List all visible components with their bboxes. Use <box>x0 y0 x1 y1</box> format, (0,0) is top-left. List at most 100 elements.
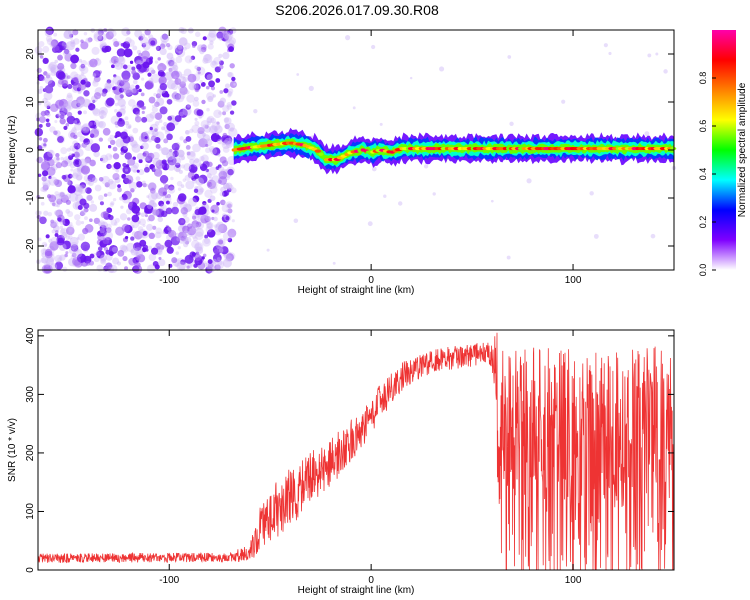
noise-speckle <box>41 252 47 258</box>
noise-speckle <box>44 255 55 265</box>
noise-speckle <box>155 45 162 51</box>
noise-speckle <box>161 147 170 156</box>
noise-speckle <box>194 117 198 121</box>
noise-speckle <box>175 167 181 173</box>
noise-speckle <box>220 199 226 206</box>
noise-speckle <box>42 187 48 193</box>
noise-speckle <box>110 219 117 226</box>
noise-speckle <box>150 40 156 46</box>
noise-speckle <box>77 233 85 241</box>
noise-speckle <box>189 150 196 157</box>
spectrogram-x-tick-label: -100 <box>159 275 179 286</box>
noise-speckle <box>107 191 112 197</box>
noise-speckle <box>85 37 92 44</box>
noise-speckle <box>222 200 226 205</box>
noise-speckle <box>42 137 48 143</box>
noise-speckle <box>218 60 224 66</box>
noise-speckle <box>128 257 137 266</box>
noise-speckle <box>112 257 120 265</box>
noise-speckle <box>159 244 163 248</box>
noise-speckle <box>148 253 157 261</box>
noise-speckle <box>168 184 175 191</box>
noise-speckle <box>131 66 136 71</box>
noise-speckle <box>81 124 91 134</box>
noise-speckle <box>67 173 73 179</box>
noise-speckle <box>138 88 142 93</box>
noise-speckle <box>227 237 233 243</box>
noise-speckle <box>73 142 81 150</box>
noise-speckle <box>166 52 174 60</box>
noise-speckle <box>224 123 230 130</box>
noise-speckle <box>102 237 110 245</box>
noise-speckle <box>92 70 101 78</box>
noise-speckle <box>124 236 129 240</box>
noise-speckle <box>114 102 119 107</box>
noise-speckle <box>178 108 188 118</box>
noise-speckle <box>135 176 141 181</box>
noise-speckle <box>149 126 153 131</box>
noise-speckle <box>178 264 186 271</box>
noise-speckle <box>71 252 77 258</box>
noise-speckle <box>114 109 118 113</box>
noise-speckle <box>183 238 190 245</box>
noise-speckle <box>53 32 58 37</box>
noise-speckle <box>203 53 213 64</box>
noise-speckle <box>148 77 154 83</box>
noise-speckle <box>227 91 233 96</box>
noise-speckle <box>205 215 212 222</box>
noise-speckle <box>73 151 80 158</box>
noise-speckle <box>132 79 138 85</box>
noise-speckle <box>100 254 107 262</box>
noise-speckle <box>62 240 72 250</box>
noise-speckle <box>73 248 83 258</box>
noise-speckle <box>208 80 215 88</box>
noise-speckle <box>36 67 42 73</box>
noise-speckle <box>40 201 45 206</box>
noise-speckle <box>179 81 186 88</box>
snr-frame <box>37 329 675 571</box>
noise-speckle <box>158 119 163 124</box>
noise-speckle <box>65 251 69 255</box>
noise-speckle <box>77 110 82 115</box>
noise-speckle <box>219 97 226 104</box>
noise-speckle <box>56 112 60 116</box>
noise-speckle <box>51 229 56 234</box>
noise-speckle <box>66 111 73 118</box>
noise-speckle <box>158 200 165 207</box>
noise-speckle <box>63 30 72 39</box>
noise-speckle <box>66 180 71 186</box>
noise-speckle <box>138 169 145 176</box>
noise-speckle <box>228 127 238 137</box>
noise-speckle <box>188 82 197 91</box>
noise-speckle <box>132 45 138 51</box>
noise-speckle <box>175 162 181 168</box>
noise-speckle <box>92 73 97 78</box>
noise-speckle <box>189 128 194 134</box>
noise-speckle <box>72 256 82 266</box>
noise-speckle <box>58 105 65 112</box>
noise-speckle <box>54 191 59 196</box>
noise-speckle <box>332 261 336 265</box>
noise-speckle <box>154 231 162 239</box>
noise-speckle <box>80 221 85 225</box>
noise-speckle <box>84 224 94 233</box>
noise-speckle <box>179 37 188 47</box>
noise-speckle <box>379 122 383 126</box>
noise-speckle <box>159 174 169 184</box>
noise-speckle <box>507 55 512 59</box>
noise-speckle <box>215 78 221 83</box>
noise-speckle <box>178 169 183 174</box>
noise-speckle <box>182 178 187 182</box>
noise-speckle <box>177 187 182 191</box>
signal-core <box>314 149 322 153</box>
noise-speckle <box>42 45 50 53</box>
noise-speckle <box>131 88 139 96</box>
noise-speckle <box>145 113 154 123</box>
noise-speckle <box>227 203 232 209</box>
noise-speckle <box>167 156 177 166</box>
noise-speckle <box>155 143 161 149</box>
noise-speckle <box>76 102 81 108</box>
noise-speckle <box>194 87 200 93</box>
noise-speckle <box>133 247 143 257</box>
